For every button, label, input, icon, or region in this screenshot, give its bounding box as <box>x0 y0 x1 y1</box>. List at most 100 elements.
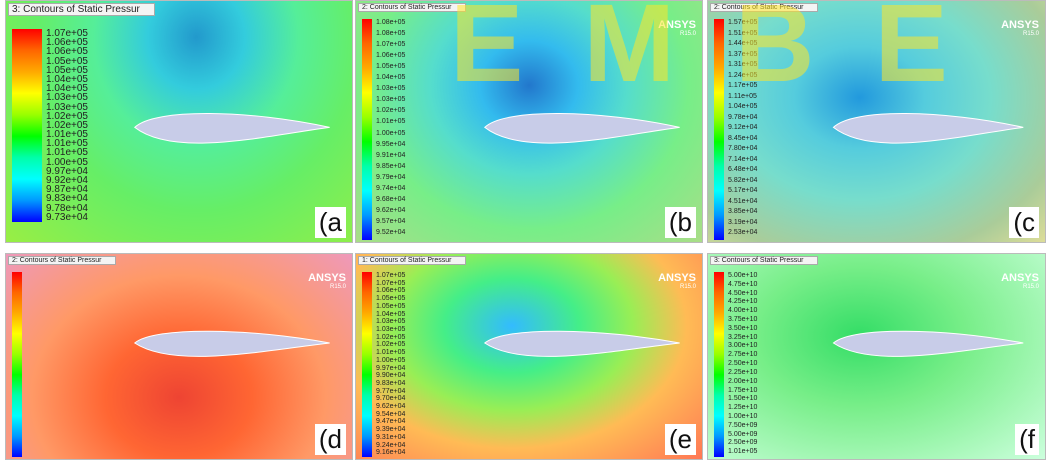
legend-label: 9.24e+04 <box>376 442 405 449</box>
legend-label: 9.74e+04 <box>376 185 405 192</box>
legend-label: 4.25e+10 <box>728 298 757 305</box>
brand-logo: ANSYSR15.0 <box>308 272 346 291</box>
legend-label: 9.57e+04 <box>376 218 405 225</box>
legend-label: 4.75e+10 <box>728 281 757 288</box>
watermark: EMBE <box>450 0 1008 107</box>
airfoil <box>135 113 330 143</box>
legend-label: 9.78e+04 <box>728 114 757 121</box>
legend-label: 3.75e+10 <box>728 316 757 323</box>
airfoil <box>135 331 330 356</box>
legend-label: 2.25e+10 <box>728 369 757 376</box>
legend-label: 9.12e+04 <box>728 124 757 131</box>
panel-label: (c <box>1009 207 1039 238</box>
legend-label: 3.85e+04 <box>728 208 757 215</box>
panel-header: 2: Contours of Static Pressur <box>8 256 116 265</box>
legend-label: 2.53e+04 <box>728 229 757 236</box>
legend-label: 9.31e+04 <box>376 434 405 441</box>
panel-label: (a <box>315 207 346 238</box>
color-bar <box>12 29 42 222</box>
brand-version: R15.0 <box>308 284 346 291</box>
legend-label: 1.03e+05 <box>376 96 405 103</box>
legend-label: 9.79e+04 <box>376 174 405 181</box>
legend-label: 4.51e+04 <box>728 198 757 205</box>
legend-label: 1.08e+05 <box>376 19 405 26</box>
legend-label: 9.91e+04 <box>376 152 405 159</box>
brand-version: R15.0 <box>658 284 696 291</box>
panel-label: (b <box>665 207 696 238</box>
legend-label: 1.50e+10 <box>728 395 757 402</box>
panel-label: (d <box>315 424 346 455</box>
legend-label: 1.08e+05 <box>376 30 405 37</box>
color-bar <box>362 19 372 240</box>
color-bar <box>362 272 372 457</box>
legend-label: 1.04e+05 <box>376 311 405 318</box>
legend-label: 5.00e+09 <box>728 431 757 438</box>
brand-name: ANSYS <box>1001 272 1039 284</box>
legend-label: 7.14e+04 <box>728 156 757 163</box>
legend-label: 1.02e+05 <box>376 334 405 341</box>
legend-label: 1.03e+05 <box>376 318 405 325</box>
legend-label: 3.25e+10 <box>728 334 757 341</box>
legend-label: 1.00e+10 <box>728 413 757 420</box>
legend-label: 1.02e+05 <box>376 107 405 114</box>
legend-label: 9.62e+04 <box>376 403 405 410</box>
legend-label: 1.00e+05 <box>376 357 405 364</box>
panel-header: 3: Contours of Static Pressur <box>8 3 155 16</box>
legend-label: 1.06e+05 <box>376 287 405 294</box>
legend-label: 7.50e+09 <box>728 422 757 429</box>
color-bar <box>12 272 22 457</box>
legend-label: 2.00e+10 <box>728 378 757 385</box>
legend-label: 9.83e+04 <box>376 380 405 387</box>
legend-label: 1.03e+05 <box>376 85 405 92</box>
panel-header: 3: Contours of Static Pressur <box>710 256 818 265</box>
color-bar <box>714 272 724 457</box>
legend-label: 1.01e+05 <box>728 448 757 455</box>
legend-label: 9.16e+04 <box>376 449 405 456</box>
legend-label: 1.25e+10 <box>728 404 757 411</box>
legend-label: 9.47e+04 <box>376 418 405 425</box>
legend-label: 1.05e+05 <box>376 303 405 310</box>
legend-label: 1.05e+05 <box>376 295 405 302</box>
airfoil-view <box>6 254 353 460</box>
legend-label: 5.17e+04 <box>728 187 757 194</box>
airfoil <box>485 113 680 143</box>
legend-label: 9.73e+04 <box>46 213 88 223</box>
legend-label: 1.04e+05 <box>376 74 405 81</box>
legend-label: 1.07e+05 <box>376 41 405 48</box>
legend-label: 1.02e+05 <box>376 341 405 348</box>
legend-label: 2.50e+09 <box>728 439 757 446</box>
legend-label: 7.80e+04 <box>728 145 757 152</box>
legend-label: 1.05e+05 <box>376 63 405 70</box>
legend-label: 4.50e+10 <box>728 290 757 297</box>
legend-label: 9.54e+04 <box>376 411 405 418</box>
airfoil-view <box>708 254 1046 460</box>
legend-label: 9.85e+04 <box>376 163 405 170</box>
legend-label: 9.52e+04 <box>376 229 405 236</box>
airfoil-view <box>356 254 703 460</box>
figure: 3: Contours of Static Pressur 1.07e+05 1.0… <box>0 0 1046 460</box>
legend-label: 4.00e+10 <box>728 307 757 314</box>
legend-label: 2.75e+10 <box>728 351 757 358</box>
legend-label: 9.68e+04 <box>376 196 405 203</box>
legend-label: 1.07e+05 <box>376 272 405 279</box>
legend-label: 1.06e+05 <box>376 52 405 59</box>
legend-label: 1.00e+05 <box>376 130 405 137</box>
legend-label: 1.03e+05 <box>376 326 405 333</box>
legend-label: 9.39e+04 <box>376 426 405 433</box>
legend-label: 9.90e+04 <box>376 372 405 379</box>
legend-label: 3.50e+10 <box>728 325 757 332</box>
legend-label: 1.01e+05 <box>376 349 405 356</box>
airfoil <box>485 331 680 356</box>
panel-label: (e <box>665 424 696 455</box>
legend-label: 5.82e+04 <box>728 177 757 184</box>
legend-label: 9.95e+04 <box>376 141 405 148</box>
legend-label: 9.70e+04 <box>376 395 405 402</box>
legend-label: 1.75e+10 <box>728 387 757 394</box>
legend-label: 2.50e+10 <box>728 360 757 367</box>
